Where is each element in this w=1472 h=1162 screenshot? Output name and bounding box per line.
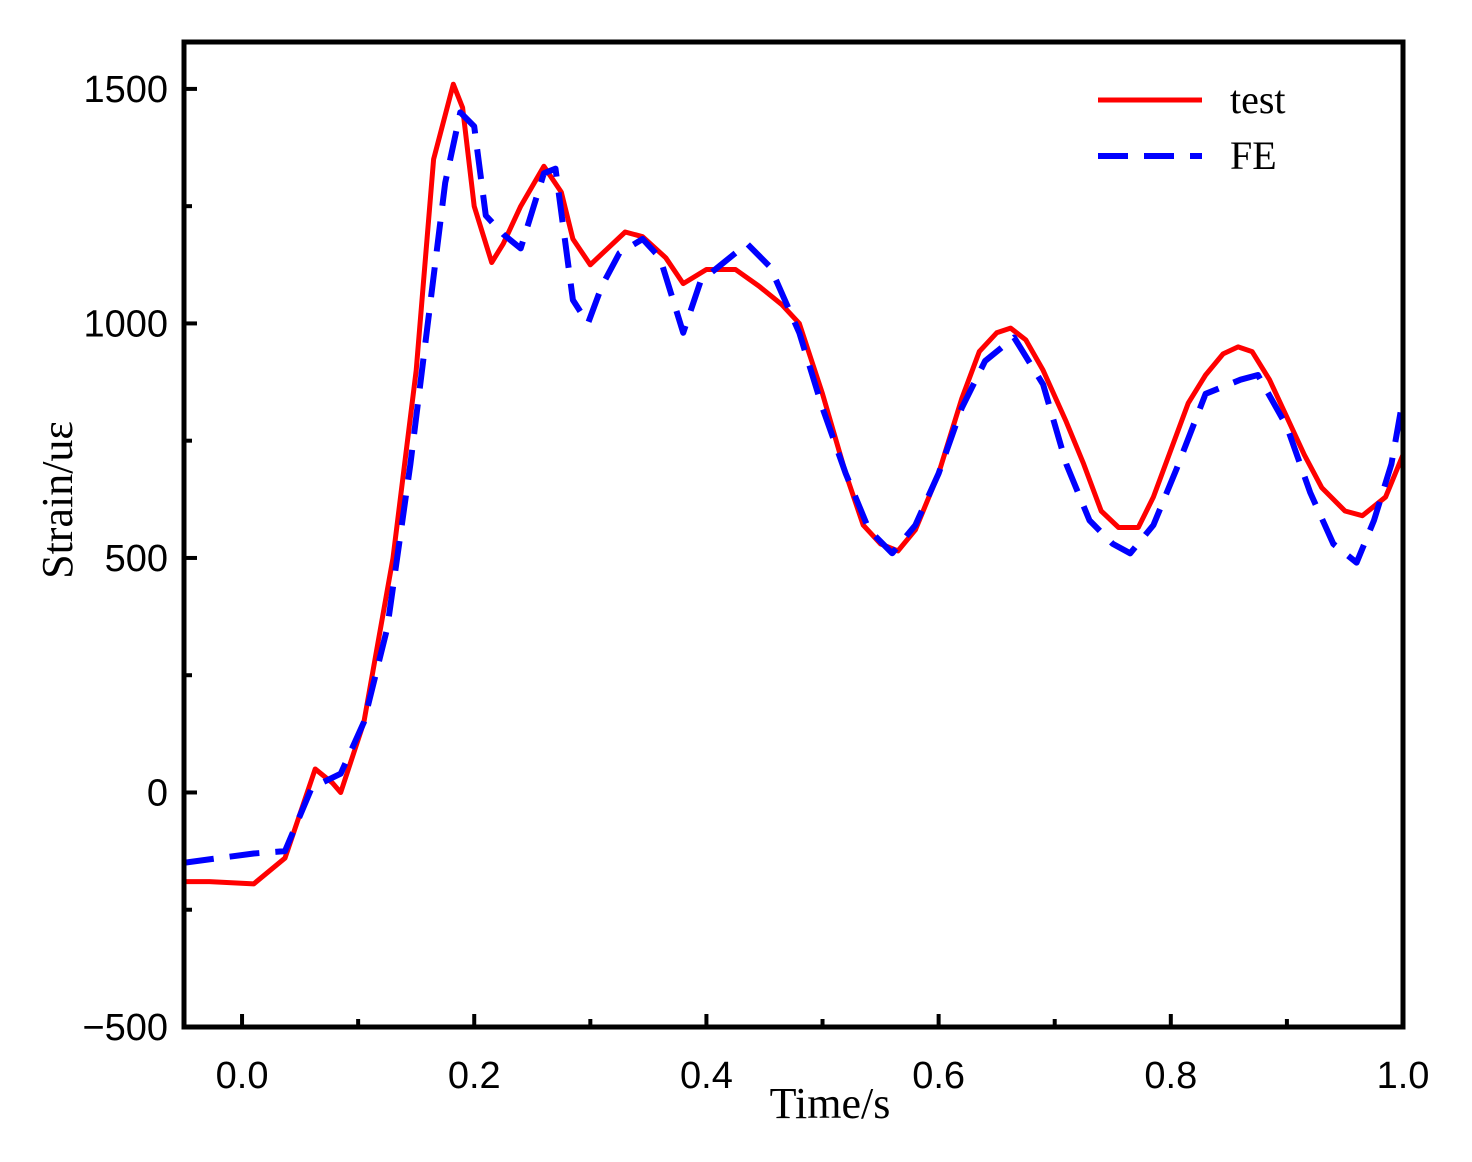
x-tick-label: 0.2	[448, 1055, 501, 1097]
y-tick-label: −500	[82, 1007, 168, 1049]
series-line-test	[184, 81, 1403, 887]
plot-area	[184, 81, 1403, 887]
x-tick-label: 0.6	[912, 1055, 965, 1097]
legend: test FE	[1098, 77, 1286, 178]
y-tick-label: 500	[105, 538, 168, 580]
y-axis-title: Strain/uε	[33, 421, 82, 579]
series-line-fe	[184, 109, 1403, 866]
x-tick-label: 0.0	[216, 1055, 269, 1097]
legend-label-test: test	[1230, 77, 1286, 122]
legend-label-fe: FE	[1230, 133, 1277, 178]
y-tick-label: 1500	[83, 69, 168, 111]
axes: 0.0 0.2 0.4 0.6 0.8 1.0 −500 0 500 1000 1500	[82, 39, 1430, 1097]
y-tick-label: 1000	[83, 303, 168, 345]
y-tick-label: 0	[147, 772, 168, 814]
x-axis-title: Time/s	[770, 1079, 891, 1128]
plot-frame	[181, 39, 1406, 1030]
x-tick-label: 1.0	[1377, 1055, 1430, 1097]
x-tick-label: 0.8	[1144, 1055, 1197, 1097]
x-tick-label: 0.4	[680, 1055, 733, 1097]
